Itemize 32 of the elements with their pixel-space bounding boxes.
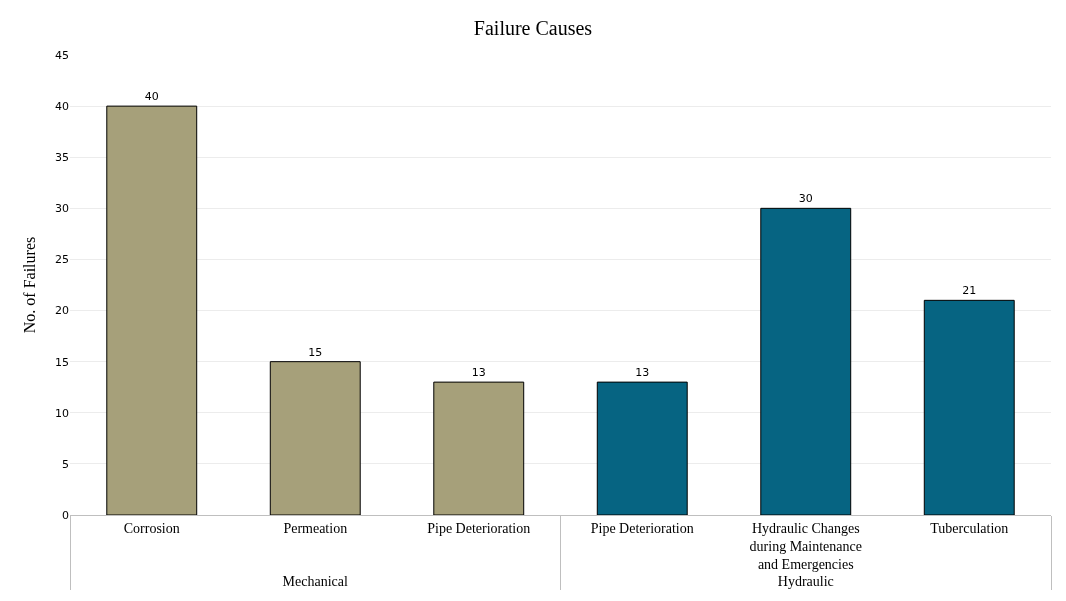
data-label: 30 (798, 192, 813, 206)
x-tick-label: Corrosion (123, 520, 180, 536)
x-tick-label: Tuberculation (930, 520, 1009, 536)
data-label: 21 (962, 284, 977, 298)
y-tick-label: 5 (62, 457, 69, 471)
bar (106, 105, 198, 515)
data-label: 15 (308, 345, 323, 359)
data-label: 13 (471, 366, 486, 380)
x-tick-label: Permeation (283, 520, 348, 536)
y-tick-label: 10 (55, 406, 69, 420)
x-tick-label: Hydraulic Changes during Maintenance and Emergencies (749, 520, 862, 573)
y-axis-title: No. of Failures (20, 236, 38, 334)
y-tick-label: 15 (55, 355, 69, 369)
bar (269, 361, 361, 515)
y-tick-label: 45 (55, 48, 69, 62)
y-tick-label: 35 (55, 151, 69, 165)
text: Mechanical (282, 574, 349, 590)
bar (433, 381, 525, 515)
y-tick-label: 25 (55, 253, 69, 267)
bar (923, 299, 1015, 515)
bar (596, 381, 688, 515)
y-tick-label: 30 (55, 202, 69, 216)
x-tick-label: Pipe Deterioration (590, 520, 694, 536)
chart-title: Failure Causes (473, 17, 593, 40)
text: Hydraulic (777, 574, 834, 590)
y-tick-label: 20 (55, 304, 69, 318)
x-tick-label: Pipe Deterioration (427, 520, 531, 536)
y-tick-label: 40 (55, 99, 69, 113)
y-tick-label: 0 (62, 508, 69, 522)
data-label: 40 (144, 90, 159, 104)
data-label: 13 (635, 366, 650, 380)
bar (760, 207, 852, 515)
